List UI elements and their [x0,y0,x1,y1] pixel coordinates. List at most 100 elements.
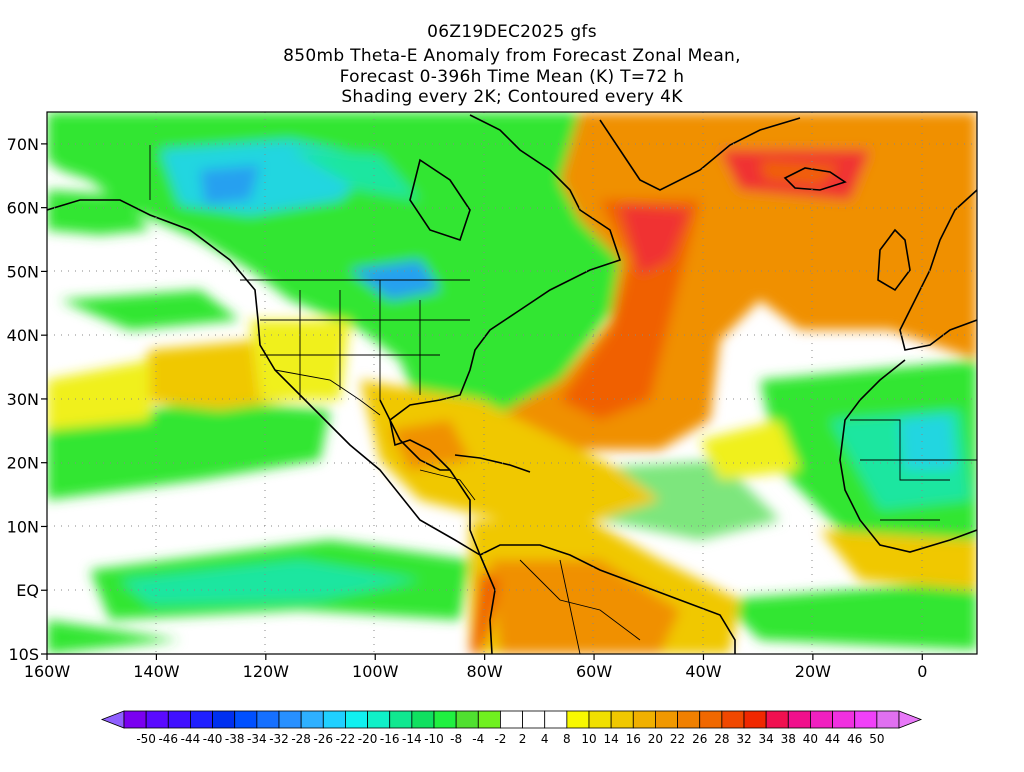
coast-europe [899,189,977,351]
colorbar-label: 20 [648,732,663,746]
colorbar-label: -2 [494,732,506,746]
colorbar-label: -8 [450,732,462,746]
colorbar-label: 34 [759,732,774,746]
colorbar-label: 50 [869,732,884,746]
coast-hudson-bay [409,158,471,242]
lon-tick-label: 40W [685,662,721,681]
coast-south-america-west [479,554,496,654]
colorbar-swatch [123,710,147,729]
colorbar-swatch [167,710,191,729]
map-frame [46,111,978,655]
political-borders [149,145,977,654]
colorbar-label: 14 [604,732,619,746]
colorbar-swatch [190,710,213,729]
coast-north-america-east [389,114,622,556]
colorbar-label: -38 [225,732,245,746]
coastlines [47,114,977,654]
colorbar-label: -4 [472,732,484,746]
colorbar-swatch [743,710,767,729]
colorbar-swatch [522,710,546,729]
colorbar-label: -14 [402,732,422,746]
colorbar-label: -50 [136,732,156,746]
colorbar-swatch [588,710,612,729]
latitude-axis: 70N 60N 50N 40N 30N 20N 10N EQ 10S [7,135,47,664]
colorbar-swatch [145,710,169,729]
colorbar-label: 44 [825,732,840,746]
colorbar-label: -34 [247,732,267,746]
lon-tick-label: 120W [243,662,290,681]
colorbar-high-arrow [898,710,923,729]
colorbar-swatch [544,710,568,729]
colorbar-swatch [212,710,236,729]
colorbar-swatch [345,710,368,729]
colorbar-label: 38 [781,732,796,746]
colorbar-swatch [500,710,523,729]
colorbar-label: 2 [519,732,527,746]
lon-tick-label: 0 [917,662,927,681]
colorbar-swatch [810,710,833,729]
warm-core-north-atlantic [620,205,690,275]
coast-iceland [783,167,847,191]
colorbar-label: -46 [158,732,178,746]
colorbar-label: 28 [714,732,729,746]
colorbar-swatch [832,710,856,729]
colorbar-label: -16 [380,732,400,746]
colorbar-swatch [367,710,391,729]
colorbar-swatch [477,710,501,729]
coast-cuba [454,454,531,473]
longitude-axis: 160W 140W 120W 100W 80W 60W 40W 20W 0 [24,654,927,681]
colorbar-label: -44 [181,732,201,746]
colorbar-label: 22 [670,732,685,746]
colorbar-swatch [300,710,324,729]
colorbar-swatch [389,710,413,729]
lat-tick-label: 60N [7,199,39,218]
colorbar-swatch [411,710,435,729]
coast-british-isles [877,228,911,292]
colorbar-low-arrow [100,710,125,729]
colorbar-swatch [632,710,656,729]
colorbar-swatch [234,710,258,729]
colorbar-label: -26 [313,732,333,746]
coast-gulf-of-mexico [379,399,450,471]
colorbar-label: -28 [291,732,311,746]
lat-tick-label: 70N [7,135,39,154]
theta-e-anomaly-field [47,112,977,654]
colorbar-swatch [566,710,590,729]
colorbar-swatch [765,710,789,729]
colorbar-swatch [677,710,701,729]
coast-africa [839,359,977,553]
lon-tick-label: 160W [24,662,71,681]
colorbar-label: -22 [336,732,356,746]
colorbar-swatch [433,710,457,729]
lat-tick-label: 10N [7,517,39,536]
colorbar-swatch [610,710,634,729]
colorbar-label: -10 [424,732,444,746]
lat-tick-label: 50N [7,262,39,281]
run-title: 06Z19DEC2025 gfs [427,22,597,42]
colorbar-swatch [655,710,678,729]
lat-tick-label: 20N [7,454,39,473]
colorbar-swatch [787,710,811,729]
variable-title: 850mb Theta-E Anomaly from Forecast Zona… [283,46,741,66]
colorbar-label: 32 [736,732,751,746]
lat-tick-label: EQ [16,581,39,600]
colorbar-swatch [278,710,302,729]
colorbar-swatch [699,710,723,729]
colorbar-label: -32 [269,732,289,746]
colorbar-label: -20 [358,732,378,746]
colorbar-label: 8 [563,732,571,746]
colorbar-swatch [721,710,745,729]
coast-greenland [599,117,801,191]
lon-tick-label: 60W [576,662,612,681]
colorbar-label: 10 [581,732,596,746]
lat-tick-label: 40N [7,326,39,345]
shading-note: Shading every 2K; Contoured every 4K [341,87,683,107]
colorbar-label: 16 [626,732,641,746]
colorbar-swatch [322,710,346,729]
colorbar-label: 26 [692,732,707,746]
lat-tick-label: 10S [8,645,39,664]
colorbar-swatch [876,710,900,729]
graticule [47,112,977,654]
colorbar-swatch [854,710,878,729]
